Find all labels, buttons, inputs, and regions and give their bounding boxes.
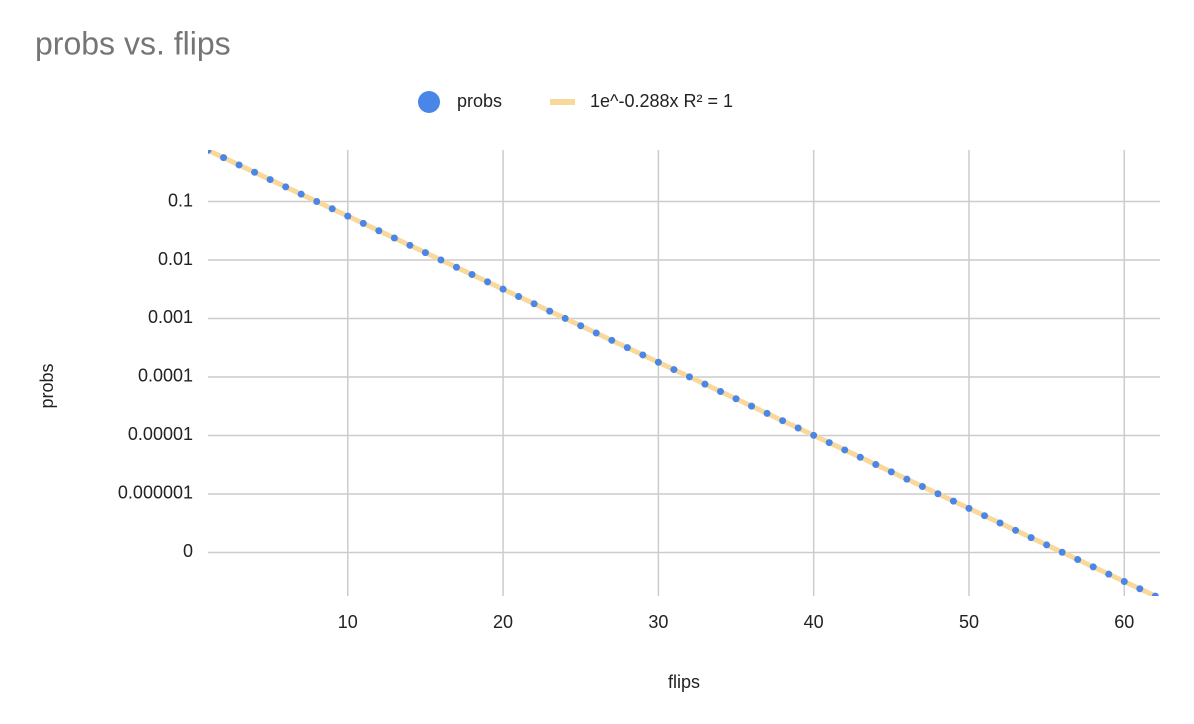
y-axis-label: probs [37, 363, 57, 408]
x-tick-label: 40 [804, 612, 824, 632]
point [515, 292, 523, 300]
point [965, 504, 973, 512]
point [390, 234, 398, 242]
x-axis-label: flips [668, 672, 700, 692]
point [949, 497, 957, 505]
point [1136, 585, 1144, 593]
point [421, 249, 429, 257]
legend-label: 1e^-0.288x R² = 1 [590, 91, 733, 111]
point [328, 205, 336, 213]
point [220, 154, 228, 162]
point [934, 490, 942, 498]
point [810, 431, 818, 439]
point [1089, 563, 1097, 571]
point [841, 446, 849, 454]
point [748, 402, 756, 410]
legend-marker [418, 91, 440, 113]
y-tick-label: 0.0001 [138, 366, 193, 386]
point [1043, 541, 1051, 549]
point [468, 271, 476, 279]
point [732, 395, 740, 403]
point [887, 468, 895, 476]
point [282, 183, 290, 191]
point [297, 190, 305, 198]
point [359, 219, 367, 227]
y-tick-label: 0 [183, 541, 193, 561]
legend-label: probs [457, 91, 502, 111]
point [639, 351, 647, 359]
point [996, 519, 1004, 527]
point [251, 168, 259, 176]
point [1027, 534, 1035, 542]
y-tick-label: 0.001 [148, 307, 193, 327]
point [592, 329, 600, 337]
point [313, 197, 321, 205]
x-tick-label: 10 [338, 612, 358, 632]
x-tick-label: 60 [1114, 612, 1134, 632]
point [903, 475, 911, 483]
point [654, 358, 662, 366]
point [266, 176, 274, 184]
point [825, 439, 833, 447]
point [1120, 577, 1128, 585]
point [685, 373, 693, 381]
point [608, 336, 616, 344]
point [1151, 592, 1159, 596]
point [1074, 556, 1082, 564]
x-tick-label: 20 [493, 612, 513, 632]
point [794, 424, 802, 432]
x-tick-label: 30 [648, 612, 668, 632]
point [484, 278, 492, 286]
point [918, 482, 926, 490]
point [763, 409, 771, 417]
point [872, 461, 880, 469]
point [716, 387, 724, 395]
x-tick-label: 50 [959, 612, 979, 632]
point [623, 344, 631, 352]
point [344, 212, 352, 220]
point [499, 285, 507, 293]
point [375, 227, 383, 235]
point [406, 241, 414, 249]
point [1058, 548, 1066, 556]
point [546, 307, 554, 315]
point [437, 256, 445, 264]
point [981, 512, 989, 520]
y-tick-label: 0.00001 [128, 424, 193, 444]
y-tick-label: 0.01 [158, 249, 193, 269]
point [701, 380, 709, 388]
point [235, 161, 243, 169]
point [561, 314, 569, 322]
point [208, 150, 212, 154]
point [856, 453, 864, 461]
point [1012, 526, 1020, 534]
point [670, 366, 678, 374]
chart-title: probs vs. flips [35, 25, 231, 61]
y-tick-label: 0.1 [168, 190, 193, 210]
point [530, 300, 538, 308]
point [452, 263, 460, 271]
point [779, 417, 787, 425]
point [577, 322, 585, 330]
point [1105, 570, 1113, 578]
y-tick-label: 0.000001 [118, 483, 193, 503]
